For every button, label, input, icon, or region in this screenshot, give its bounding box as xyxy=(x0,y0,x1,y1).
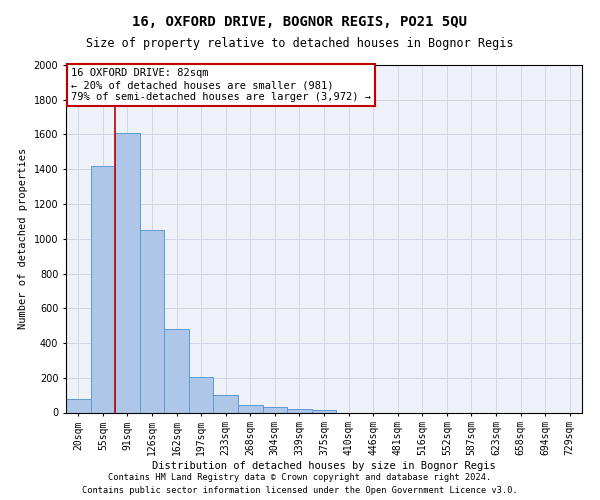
Text: Size of property relative to detached houses in Bognor Regis: Size of property relative to detached ho… xyxy=(86,38,514,51)
Bar xyxy=(115,133,140,412)
Bar xyxy=(140,230,164,412)
Bar xyxy=(238,404,263,412)
Y-axis label: Number of detached properties: Number of detached properties xyxy=(18,148,28,330)
Bar xyxy=(214,395,238,412)
Text: Contains public sector information licensed under the Open Government Licence v3: Contains public sector information licen… xyxy=(82,486,518,495)
Bar xyxy=(287,408,312,412)
Bar xyxy=(91,166,115,412)
Text: 16 OXFORD DRIVE: 82sqm
← 20% of detached houses are smaller (981)
79% of semi-de: 16 OXFORD DRIVE: 82sqm ← 20% of detached… xyxy=(71,68,371,102)
Text: 16, OXFORD DRIVE, BOGNOR REGIS, PO21 5QU: 16, OXFORD DRIVE, BOGNOR REGIS, PO21 5QU xyxy=(133,15,467,29)
Bar xyxy=(164,329,189,412)
Bar xyxy=(263,408,287,412)
Bar xyxy=(66,398,91,412)
Text: Contains HM Land Registry data © Crown copyright and database right 2024.: Contains HM Land Registry data © Crown c… xyxy=(109,472,491,482)
Bar xyxy=(312,410,336,412)
Bar xyxy=(189,377,214,412)
X-axis label: Distribution of detached houses by size in Bognor Regis: Distribution of detached houses by size … xyxy=(152,461,496,471)
